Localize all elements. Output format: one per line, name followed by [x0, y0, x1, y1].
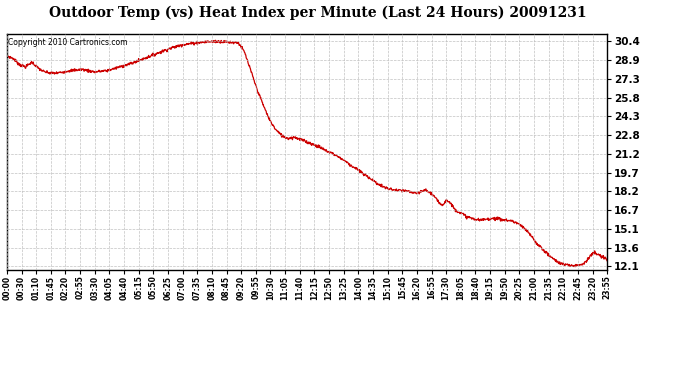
Text: Outdoor Temp (vs) Heat Index per Minute (Last 24 Hours) 20091231: Outdoor Temp (vs) Heat Index per Minute …: [48, 6, 586, 20]
Text: Copyright 2010 Cartronics.com: Copyright 2010 Cartronics.com: [8, 39, 128, 48]
